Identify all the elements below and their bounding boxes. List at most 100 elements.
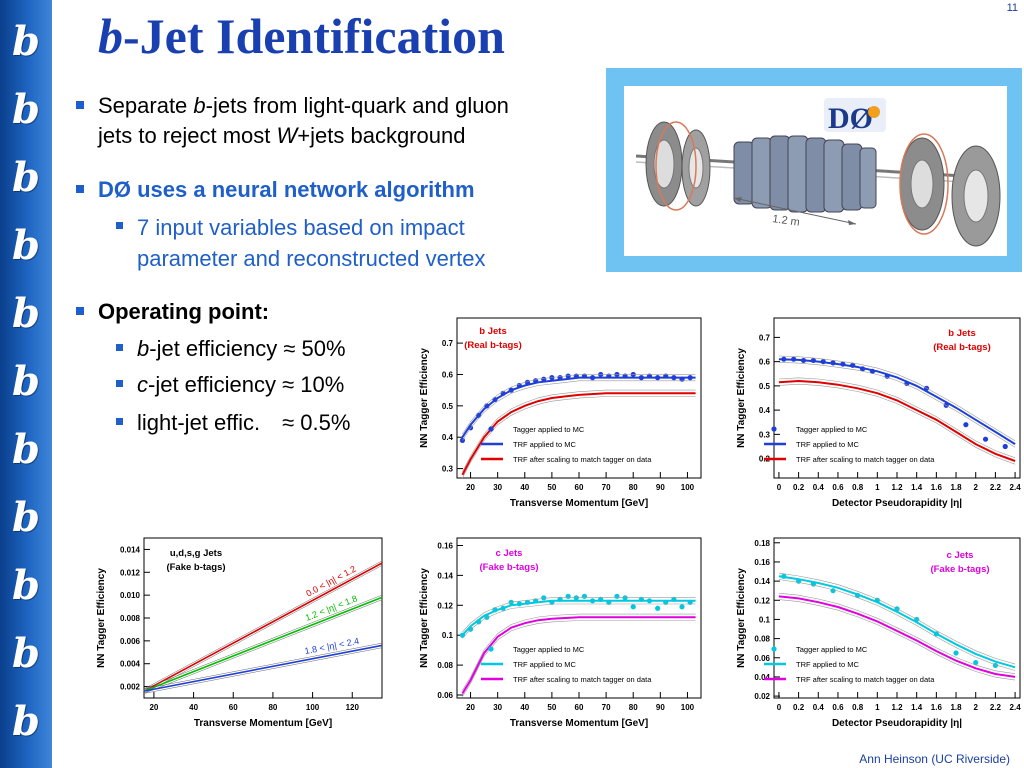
y-tick-label: 0.02 <box>754 692 770 701</box>
y-tick-label: 0.014 <box>120 545 141 554</box>
sub-bullet-b-efficiency: b-jet efficiency ≈ 50% <box>137 334 346 364</box>
series-line <box>461 599 696 636</box>
x-axis-label: Transverse Momentum [GeV] <box>510 498 648 509</box>
data-point <box>541 595 547 601</box>
chart-title: c Jets <box>496 548 523 559</box>
error-band-line <box>462 620 696 697</box>
x-tick-label: 120 <box>346 703 360 712</box>
plot-frame <box>773 317 1021 479</box>
sub-bullet-marker <box>116 380 123 387</box>
y-tick-label: 0.002 <box>120 683 141 692</box>
x-tick-label: 70 <box>602 483 611 492</box>
x-tick-label: 2 <box>973 483 978 492</box>
x-tick-label: 40 <box>189 703 198 712</box>
bullet-text: jets to reject most <box>98 123 277 148</box>
x-tick-label: 0 <box>777 703 782 712</box>
series-line <box>461 376 696 438</box>
data-point <box>565 593 571 599</box>
y-axis-label: NN Tagger Efficiency <box>736 348 747 448</box>
series-line <box>461 392 696 476</box>
y-tick-label: 0.7 <box>442 339 454 348</box>
x-tick-label: 2.4 <box>1010 483 1022 492</box>
data-point <box>614 593 620 599</box>
bullet-text: light-jet effic. <box>137 410 261 435</box>
y-tick-label: 0.12 <box>754 596 770 605</box>
x-tick-label: 50 <box>547 703 556 712</box>
y-tick-label: 0.3 <box>759 430 771 439</box>
y-tick-label: 0.5 <box>442 402 454 411</box>
x-tick-label: 100 <box>306 703 320 712</box>
bullet-text: Operating point: <box>98 299 270 324</box>
b-glyph-icon: b <box>12 86 40 133</box>
data-point <box>963 422 969 428</box>
b-glyph-icon: b <box>12 494 40 541</box>
chart-subtitle: (Fake b-tags) <box>166 562 225 573</box>
bullet-operating-point: Operating point: <box>98 297 269 327</box>
data-point <box>630 604 636 610</box>
chart-title: b Jets <box>948 328 975 339</box>
sub-bullet-marker <box>116 418 123 425</box>
b-glyph-icon: b <box>12 222 40 269</box>
y-tick-label: 0.16 <box>754 558 770 567</box>
error-band-line <box>778 383 1016 465</box>
bullet-marker <box>76 307 84 315</box>
d0-logo-icon: DØ <box>824 98 886 135</box>
x-tick-label: 20 <box>149 703 158 712</box>
x-tick-label: 60 <box>575 483 584 492</box>
x-tick-label: 30 <box>493 703 502 712</box>
x-tick-label: 1 <box>875 703 880 712</box>
x-axis-label: Detector Pseudorapidity |η| <box>832 498 962 509</box>
bullet-text: parameter and reconstructed vertex <box>137 246 486 271</box>
y-axis-label: NN Tagger Efficiency <box>736 568 747 668</box>
x-tick-label: 0.4 <box>813 703 825 712</box>
bullet-text: ≈ 0.5% <box>282 410 351 435</box>
x-tick-label: 20 <box>466 703 475 712</box>
error-band-line <box>778 579 1016 671</box>
plot-light-jets-pt: 0.002 0.004 0.006 0.008 0.010 0.012 0.014 20 40 6… <box>96 537 383 729</box>
y-tick-label: 0.5 <box>759 382 771 391</box>
bullet-text: Separate <box>98 93 194 118</box>
x-tick-label: 1.6 <box>931 703 943 712</box>
data-point <box>830 588 836 594</box>
plot-frame <box>143 537 383 699</box>
sub-bullet-marker <box>116 344 123 351</box>
x-tick-label: 0.6 <box>832 703 844 712</box>
scale-label: 1.2 m <box>772 213 801 229</box>
error-band-line <box>778 362 1016 448</box>
bullet-text: -jets from light-quark and gluon <box>205 93 509 118</box>
data-point <box>565 373 571 379</box>
footer-credit: Ann Heinson (UC Riverside) <box>859 752 1010 766</box>
legend-label: TRF applied to MC <box>513 440 577 449</box>
x-tick-label: 50 <box>547 483 556 492</box>
y-tick-label: 0.7 <box>759 333 771 342</box>
error-band-line <box>143 599 383 694</box>
error-band-line <box>143 594 383 690</box>
sidebar-decoration: b b b b b b b b b b b <box>0 0 52 768</box>
y-tick-label: 0.14 <box>437 571 453 580</box>
legend-marker <box>488 646 494 652</box>
error-band-line <box>143 560 383 690</box>
b-glyph-icon: b <box>12 18 40 65</box>
legend-label: TRF after scaling to match tagger on dat… <box>796 675 935 684</box>
y-tick-label: 0.1 <box>759 615 771 624</box>
y-tick-label: 0.08 <box>437 661 453 670</box>
error-band-line <box>143 647 383 694</box>
legend-label: TRF applied to MC <box>513 660 577 669</box>
y-tick-label: 0.18 <box>754 539 770 548</box>
y-tick-label: 0.1 <box>442 631 454 640</box>
slide-number: 11 <box>1006 2 1018 14</box>
error-band-line <box>778 592 1016 674</box>
x-tick-label: 100 <box>681 703 695 712</box>
data-point <box>1002 443 1008 450</box>
y-tick-label: 0.6 <box>442 370 454 379</box>
x-tick-label: 100 <box>681 483 695 492</box>
y-axis-label: NN Tagger Efficiency <box>96 568 107 668</box>
data-point <box>973 659 979 666</box>
x-tick-label: 1.8 <box>950 703 962 712</box>
x-tick-label: 2.2 <box>990 483 1002 492</box>
x-tick-label: 0 <box>777 483 782 492</box>
error-band-line <box>778 599 1016 681</box>
b-glyph-icon: b <box>12 358 40 405</box>
legend-label: TRF after scaling to match tagger on dat… <box>513 675 652 684</box>
x-tick-label: 1.4 <box>911 483 923 492</box>
